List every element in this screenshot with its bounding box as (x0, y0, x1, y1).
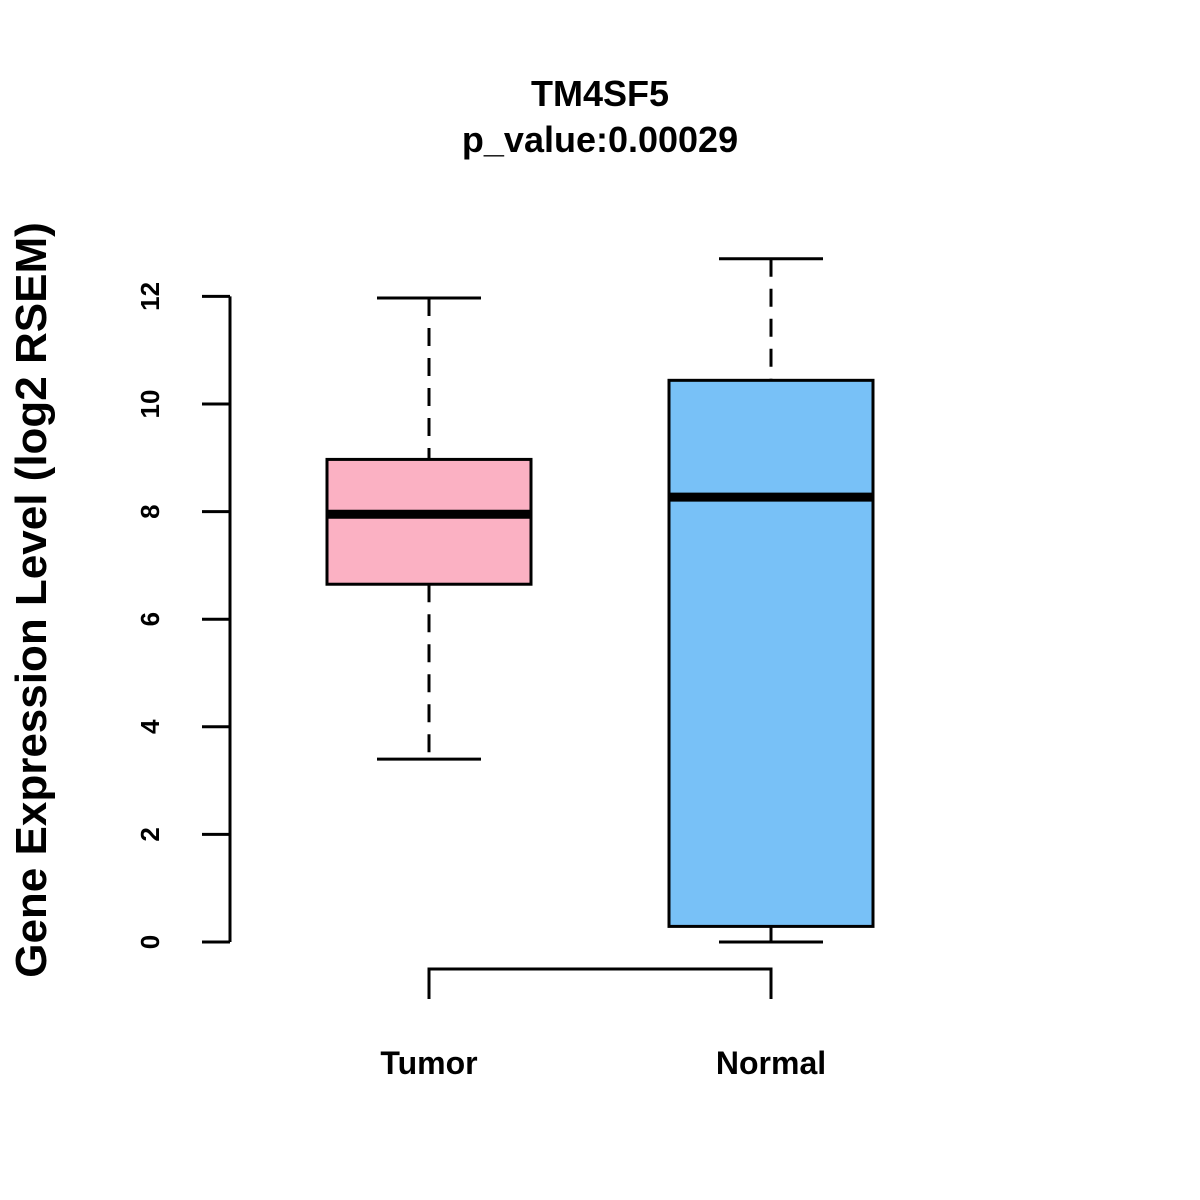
box-group (327, 259, 873, 942)
y-axis: 0 2 4 6 8 10 12 (135, 282, 230, 949)
boxplot-chart: TM4SF5 p_value:0.00029 Gene Expression L… (0, 0, 1200, 1200)
y-tick-label: 2 (135, 827, 165, 841)
y-tick-label: 12 (135, 282, 165, 311)
bracket-line (429, 969, 771, 999)
x-label-normal: Normal (716, 1045, 826, 1081)
box-iqr (327, 459, 531, 584)
y-tick-label: 6 (135, 612, 165, 626)
comparison-bracket (429, 969, 771, 999)
y-tick-label: 8 (135, 504, 165, 518)
chart-title: TM4SF5 (531, 73, 669, 114)
x-axis-labels: Tumor Normal (380, 1045, 826, 1081)
y-axis-label: Gene Expression Level (log2 RSEM) (7, 222, 56, 978)
box-iqr (669, 380, 873, 926)
x-label-tumor: Tumor (380, 1045, 477, 1081)
y-tick-label: 0 (135, 935, 165, 949)
box-normal (669, 259, 873, 942)
y-tick-label: 10 (135, 390, 165, 419)
box-tumor (327, 298, 531, 759)
y-tick-label: 4 (135, 719, 165, 734)
chart-subtitle: p_value:0.00029 (462, 119, 738, 160)
